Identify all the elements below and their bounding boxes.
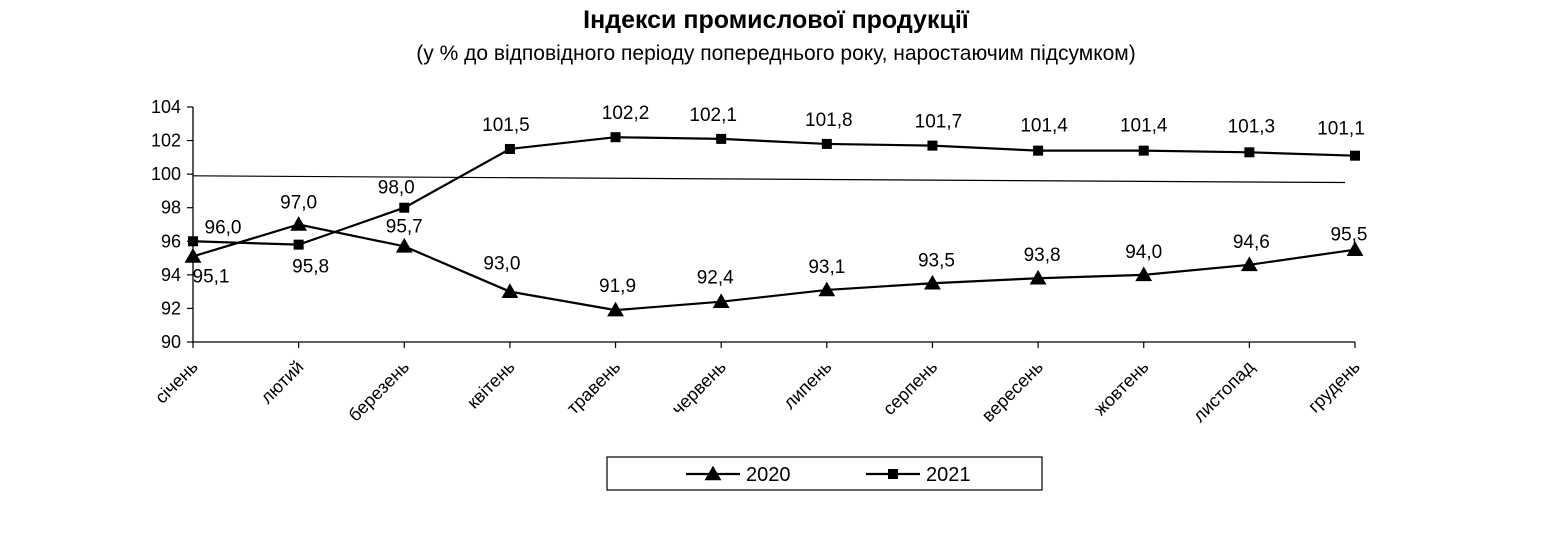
data-label-2021: 101,8 bbox=[805, 110, 853, 131]
point-2020 bbox=[290, 216, 308, 231]
x-category-label: листопад bbox=[1189, 356, 1259, 426]
series-line-2021 bbox=[192, 136, 1356, 246]
y-tick-label: 92 bbox=[161, 298, 181, 318]
y-tick-label: 96 bbox=[161, 231, 181, 251]
chart-subtitle: (у % до відповідного періоду попередньог… bbox=[416, 42, 1136, 65]
point-2021 bbox=[1033, 145, 1044, 156]
data-label-2020: 94,0 bbox=[1125, 242, 1162, 263]
data-label-2021: 101,4 bbox=[1020, 116, 1068, 137]
legend-label-2020: 2020 bbox=[746, 464, 791, 486]
x-category-label: квітень bbox=[463, 357, 519, 413]
point-2021 bbox=[716, 133, 727, 144]
data-label-2021: 102,1 bbox=[689, 105, 737, 126]
point-2021 bbox=[1244, 147, 1255, 158]
legend-box bbox=[606, 456, 1043, 491]
x-category-label: травень bbox=[563, 357, 624, 418]
point-2020 bbox=[395, 237, 413, 253]
reference-line-100 bbox=[192, 175, 1346, 184]
y-tick-label: 98 bbox=[161, 198, 181, 218]
data-label-2020: 95,1 bbox=[193, 266, 230, 287]
legend-marker-2020 bbox=[704, 465, 722, 481]
point-2021 bbox=[1350, 150, 1360, 161]
data-label-2021: 96,0 bbox=[205, 217, 242, 238]
point-2021 bbox=[610, 132, 621, 143]
data-label-2021: 101,5 bbox=[482, 115, 530, 136]
y-tick-label: 104 bbox=[151, 97, 181, 117]
x-category-label: грудень bbox=[1304, 357, 1364, 417]
point-2020 bbox=[1135, 266, 1153, 282]
y-tick-label: 102 bbox=[151, 131, 181, 151]
legend-label-2021: 2021 bbox=[926, 464, 971, 486]
x-category-label: вересень bbox=[978, 357, 1047, 426]
chart-title: Індекси промислової продукції bbox=[583, 6, 969, 34]
point-2021 bbox=[293, 239, 304, 250]
point-2020 bbox=[1029, 269, 1047, 285]
data-label-2021: 95,8 bbox=[292, 257, 329, 278]
series-line-2020 bbox=[192, 223, 1356, 312]
y-tick-label: 90 bbox=[161, 332, 181, 352]
point-2021 bbox=[188, 236, 198, 247]
point-2021 bbox=[821, 138, 832, 149]
point-2020 bbox=[1240, 256, 1258, 272]
data-label-2021: 101,4 bbox=[1120, 116, 1168, 137]
legend-marker-2021 bbox=[888, 469, 898, 479]
point-2020 bbox=[924, 274, 941, 290]
point-2020 bbox=[501, 283, 519, 298]
data-label-2020: 93,5 bbox=[918, 250, 955, 271]
x-category-label: січень bbox=[151, 357, 202, 408]
y-tick-label: 94 bbox=[161, 265, 181, 285]
x-category-label: серпень bbox=[879, 357, 941, 419]
data-label-2020: 92,4 bbox=[697, 268, 734, 289]
point-2020 bbox=[818, 281, 836, 297]
x-category-label: жовтень bbox=[1090, 357, 1153, 420]
point-2021 bbox=[399, 202, 410, 213]
data-label-2021: 101,1 bbox=[1317, 119, 1365, 140]
x-category-label: липень bbox=[779, 357, 835, 413]
data-label-2020: 93,0 bbox=[483, 254, 520, 275]
data-label-2020: 91,9 bbox=[599, 276, 636, 297]
data-label-2020: 97,0 bbox=[280, 193, 317, 214]
point-2020 bbox=[712, 293, 730, 309]
data-label-2021: 102,2 bbox=[602, 103, 650, 124]
x-category-label: червень bbox=[668, 357, 730, 419]
data-label-2020: 93,8 bbox=[1024, 245, 1061, 266]
x-category-label: лютий bbox=[257, 357, 308, 408]
data-label-2021: 101,7 bbox=[915, 112, 963, 133]
point-2020 bbox=[1346, 241, 1364, 256]
data-label-2020: 95,7 bbox=[386, 216, 423, 237]
point-2020 bbox=[607, 301, 624, 317]
data-label-2020: 94,6 bbox=[1233, 232, 1270, 253]
point-2020 bbox=[184, 247, 202, 263]
x-category-label: березень bbox=[344, 357, 413, 426]
data-label-2021: 101,3 bbox=[1228, 116, 1276, 137]
y-tick-label: 100 bbox=[151, 164, 181, 184]
data-label-2020: 95,5 bbox=[1331, 225, 1368, 246]
data-label-2021: 98,0 bbox=[378, 178, 415, 199]
data-label-2020: 93,1 bbox=[808, 257, 845, 278]
point-2021 bbox=[504, 143, 515, 154]
point-2021 bbox=[1138, 145, 1149, 156]
point-2021 bbox=[927, 140, 938, 151]
